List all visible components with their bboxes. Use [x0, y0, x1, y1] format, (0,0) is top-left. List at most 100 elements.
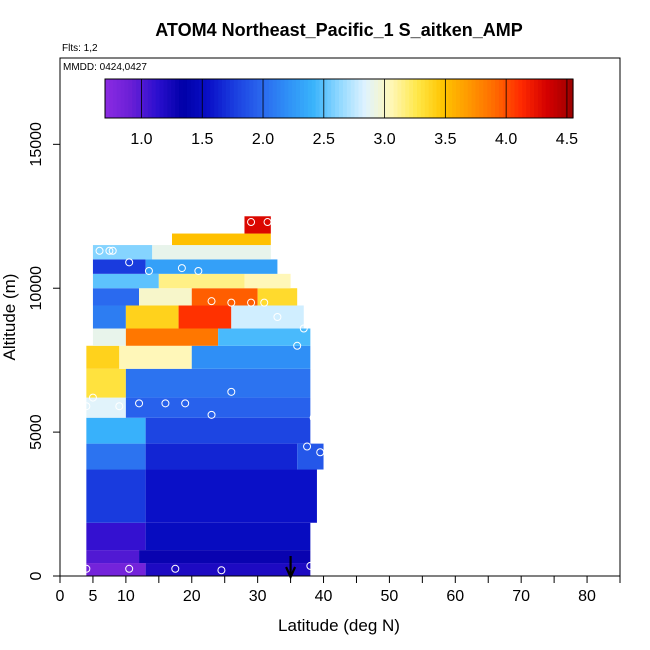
colorbar-segment	[245, 79, 250, 118]
colorbar-segment	[374, 79, 379, 118]
sample-point	[125, 258, 134, 267]
heatmap-cell	[86, 417, 146, 444]
y-tick-label: 0	[28, 571, 45, 580]
colorbar-segment	[502, 79, 508, 118]
colorbar-segment	[288, 79, 293, 118]
colorbar-segment	[335, 79, 340, 118]
colorbar-segment	[381, 79, 387, 118]
colorbar-segment	[186, 79, 192, 118]
colorbar-segment	[440, 79, 445, 118]
sample-point	[115, 402, 124, 411]
colorbar-segment	[405, 79, 410, 118]
heatmap-cell	[125, 328, 219, 346]
colorbar-segment	[530, 79, 535, 118]
colorbar-segment	[241, 79, 246, 118]
heatmap-cell	[86, 443, 146, 470]
colorbar-segment	[179, 79, 184, 118]
colorbar-segment	[459, 79, 465, 118]
colorbar-segment	[339, 79, 344, 118]
colorbar-segment	[136, 79, 141, 118]
colorbar-segment	[163, 79, 168, 118]
colorbar-segment	[198, 79, 204, 118]
colorbar-segment	[452, 79, 457, 118]
colorbar-segment	[397, 79, 402, 118]
sample-point	[105, 246, 114, 255]
heatmap-cell	[92, 328, 126, 346]
colorbar-segment	[194, 79, 200, 118]
heatmap-cell	[125, 397, 311, 418]
heatmap-cell	[191, 345, 311, 369]
colorbar-segment	[175, 79, 180, 118]
heatmap-cell	[257, 288, 298, 306]
colorbar-segment	[206, 79, 211, 118]
heatmap-cell	[158, 273, 245, 289]
colorbar-segment	[210, 79, 215, 118]
colorbar-tick-label: 1.5	[191, 131, 213, 148]
sample-point	[135, 399, 144, 408]
colorbar-segment	[155, 79, 161, 118]
x-tick-label: 60	[446, 588, 464, 605]
colorbar-segment	[144, 79, 149, 118]
colorbar-segment	[264, 79, 270, 118]
heatmap-cell	[145, 563, 311, 576]
colorbar-segment	[569, 79, 574, 118]
colorbar-segment	[409, 79, 414, 118]
heatmap-cell	[145, 417, 311, 444]
colorbar-segment	[292, 79, 297, 118]
sample-point	[217, 566, 226, 575]
sample-point	[82, 402, 91, 411]
colorbar: 1.0 1.5 2.0 2.5 3.0 3.5 4.0 4.5	[104, 78, 578, 148]
colorbar-segment	[257, 79, 262, 118]
chart-title: ATOM4 Northeast_Pacific_1 S_aitken_AMP	[155, 20, 522, 40]
sample-point	[303, 442, 312, 451]
heatmap-cell	[125, 305, 179, 329]
colorbar-segment	[112, 79, 118, 118]
colorbar-segment	[448, 79, 453, 118]
x-tick-label: 10	[117, 588, 135, 605]
y-tick-label: 5000	[28, 414, 45, 450]
heatmap-cell	[145, 443, 298, 470]
colorbar-segment	[417, 79, 422, 118]
dates-label: MMDD: 0424,0427	[63, 62, 147, 73]
colorbar-segment	[214, 79, 219, 118]
colorbar-segment	[463, 79, 469, 118]
colorbar-segment	[303, 79, 309, 118]
sample-point	[227, 298, 236, 307]
colorbar-segment	[284, 79, 289, 118]
colorbar-segment	[147, 79, 153, 118]
colorbar-segment	[479, 79, 484, 118]
colorbar-segment	[218, 79, 223, 118]
colorbar-segment	[424, 79, 430, 118]
colorbar-segment	[346, 79, 352, 118]
sample-point	[171, 564, 180, 573]
x-tick-label: 40	[315, 588, 333, 605]
heatmap-cell	[119, 345, 192, 369]
colorbar-segment	[280, 79, 285, 118]
colorbar-frame	[104, 78, 574, 119]
colorbar-segment	[233, 79, 239, 118]
colorbar-segment	[229, 79, 235, 118]
colorbar-segment	[151, 79, 157, 118]
colorbar-segment	[471, 79, 477, 118]
flights-label: Flts: 1,2	[62, 43, 98, 54]
colorbar-segment	[108, 79, 114, 118]
colorbar-segment	[358, 79, 363, 118]
heatmap-cell	[86, 522, 146, 551]
colorbar-segment	[202, 79, 207, 118]
sample-point	[309, 413, 318, 422]
heatmap-cells	[86, 216, 324, 576]
heatmap-cell	[152, 245, 271, 260]
sample-point	[207, 297, 216, 306]
colorbar-tick-label: 2.5	[313, 131, 335, 148]
colorbar-segment	[506, 79, 512, 118]
colorbar-segment	[159, 79, 165, 118]
heatmap-cell	[139, 550, 311, 564]
heatmap-cell	[86, 368, 126, 398]
colorbar-segment	[296, 79, 301, 118]
heatmap-cell	[244, 273, 291, 289]
colorbar-segment	[526, 79, 531, 118]
colorbar-segment	[300, 79, 305, 118]
x-tick-label: 5	[88, 588, 97, 605]
sample-point	[207, 410, 216, 419]
heatmap-cell	[145, 259, 278, 274]
